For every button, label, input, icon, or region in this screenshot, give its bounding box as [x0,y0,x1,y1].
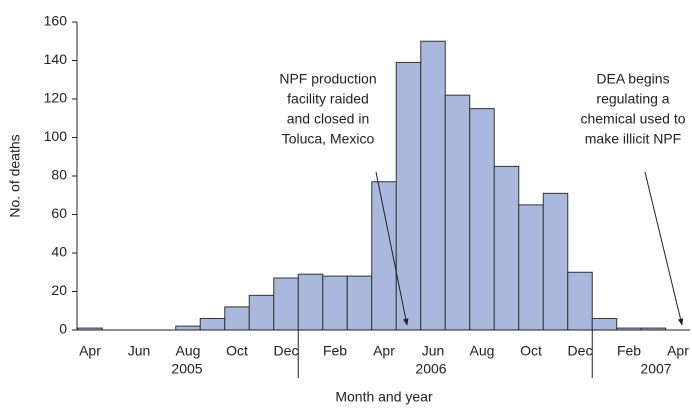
annotation-text: and closed in [287,111,370,127]
y-tick-label: 20 [51,282,67,298]
x-axis-title: Month and year [335,389,433,405]
bar [444,94,471,331]
bar [175,325,201,331]
x-tick-label: Apr [667,343,689,359]
y-tick-label: 60 [51,205,67,221]
bar [395,61,422,331]
annotation-text: regulating a [596,91,669,107]
x-tick-label: Oct [520,343,542,359]
y-axis-title: No. of deaths [7,134,23,217]
x-tick-label: Oct [226,343,248,359]
year-label: 2007 [640,361,671,377]
y-tick-label: 0 [59,321,67,337]
y-tick-label: 140 [44,51,68,67]
bar [248,294,275,331]
bar [224,306,250,331]
annotation-text: NPF production [279,71,376,87]
x-tick-label: Aug [176,343,201,359]
annotation-text: Toluca, Mexico [282,131,375,147]
y-tick-label: 160 [44,13,68,29]
bar [322,275,348,331]
annotation-text: DEA begins [596,71,669,87]
annotation-text: make illicit NPF [585,131,681,147]
y-tick-label: 120 [44,90,68,106]
year-label: 2006 [415,361,446,377]
bar [420,40,446,331]
year-label: 2005 [171,361,202,377]
bar [297,273,324,331]
bar [469,108,495,331]
annotation-text: facility raided [287,91,369,107]
y-tick-label: 80 [51,167,67,183]
annotation-arrow [375,171,409,326]
annotation-text: chemical used to [580,111,685,127]
bar [493,165,520,331]
bar [542,192,569,331]
x-tick-label: Aug [470,343,495,359]
bar [371,181,397,331]
x-tick-label: Jun [422,343,445,359]
bar [518,204,544,331]
y-tick-label: 100 [44,128,68,144]
x-tick-label: Dec [568,343,593,359]
x-tick-label: Apr [79,343,101,359]
bar [591,317,618,331]
x-tick-label: Apr [373,343,395,359]
bar [346,275,373,331]
y-tick-label: 40 [51,244,67,260]
x-tick-label: Feb [617,343,641,359]
bar [273,277,299,331]
annotation-arrow [644,171,684,326]
x-tick-label: Jun [128,343,151,359]
bar [199,317,226,331]
x-tick-label: Dec [274,343,299,359]
x-tick-label: Feb [323,343,347,359]
bar [567,271,593,331]
